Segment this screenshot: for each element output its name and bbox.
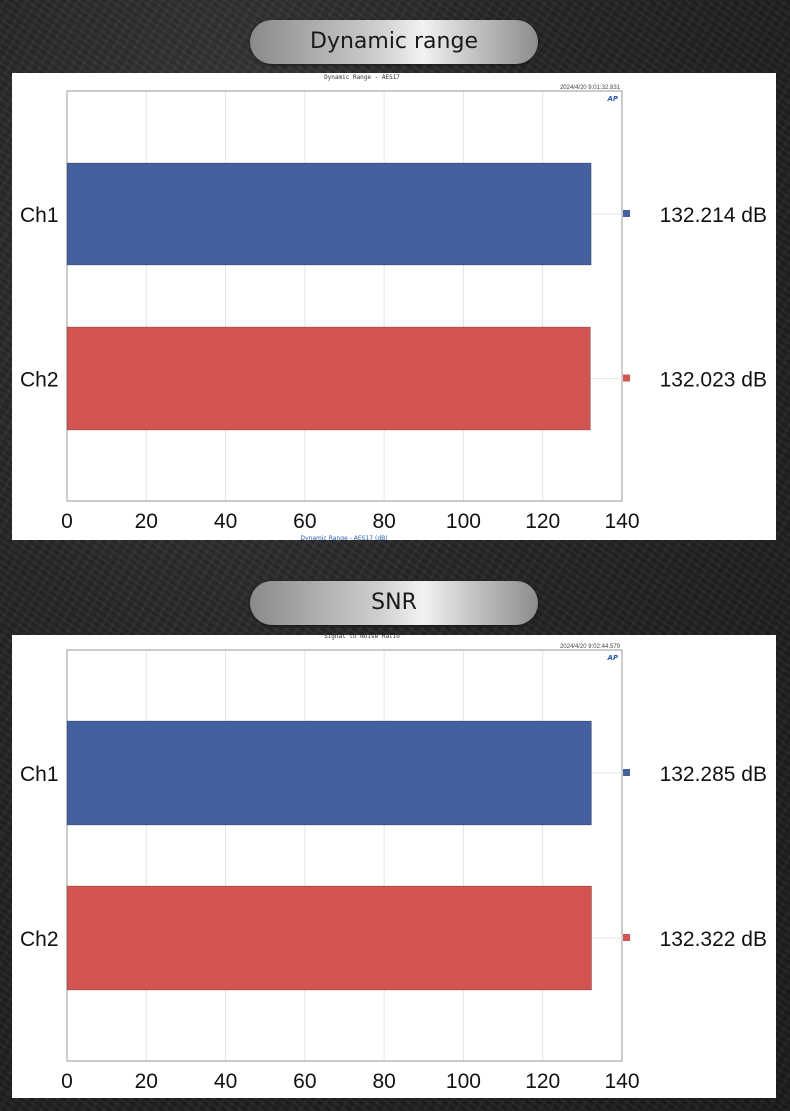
x-tick-label: 20 [135,510,158,533]
ap-logo-icon: AP [606,654,618,662]
snr-chart-panel: Signal to Noise Ratio 2024/4/20 9:02:44.5… [12,635,776,1098]
category-label: Ch1 [20,204,59,227]
x-tick-label: 140 [604,510,639,533]
x-axis-label: Dynamic Range - AES17 (dB) [300,535,387,540]
bar-ch2 [66,326,591,431]
value-label: 132.023 dB [660,369,767,392]
category-label: Ch1 [20,763,59,786]
dynamic-range-chart-panel: Dynamic Range - AES17 2024/4/20 9:01:32.8… [12,73,776,540]
dynamic-range-chart: Dynamic Range - AES17 2024/4/20 9:01:32.8… [20,74,767,540]
timestamp: 2024/4/20 9:02:44.579 [560,644,621,650]
x-tick-label: 120 [525,1070,560,1093]
category-label: Ch2 [20,369,59,392]
bar-ch2 [66,885,593,991]
x-tick-label: 140 [604,1070,639,1093]
x-tick-label: 0 [61,510,73,533]
snr-chart: Signal to Noise Ratio 2024/4/20 9:02:44.5… [20,635,767,1093]
x-tick-label: 20 [135,1070,158,1093]
x-tick-label: 100 [446,1070,481,1093]
x-tick-label: 0 [61,1070,73,1093]
x-tick-label: 100 [446,510,481,533]
dynamic-range-heading: Dynamic range [250,20,538,64]
value-label: 132.285 dB [660,763,767,786]
x-tick-label: 60 [293,510,316,533]
x-tick-label: 60 [293,1070,316,1093]
x-tick-label: 80 [372,1070,395,1093]
chart-title: Signal to Noise Ratio [324,635,400,640]
value-label: 132.322 dB [660,928,767,951]
category-label: Ch2 [20,928,59,951]
chart-title: Dynamic Range - AES17 [324,74,400,81]
plot-frame [66,90,623,502]
x-tick-label: 40 [214,1070,237,1093]
value-label: 132.214 dB [660,204,767,227]
legend-marker [623,934,630,941]
bar-ch1 [66,162,592,266]
x-tick-label: 120 [525,510,560,533]
timestamp: 2024/4/20 9:01:32.831 [560,85,621,91]
bar-ch1 [66,720,592,826]
legend-marker [623,769,630,776]
plot-frame [66,649,623,1062]
legend-marker [623,374,630,382]
x-tick-label: 80 [372,510,395,533]
legend-marker [623,210,630,217]
snr-heading: SNR [250,581,538,625]
x-tick-label: 40 [214,510,237,533]
ap-logo-icon: AP [606,95,618,103]
